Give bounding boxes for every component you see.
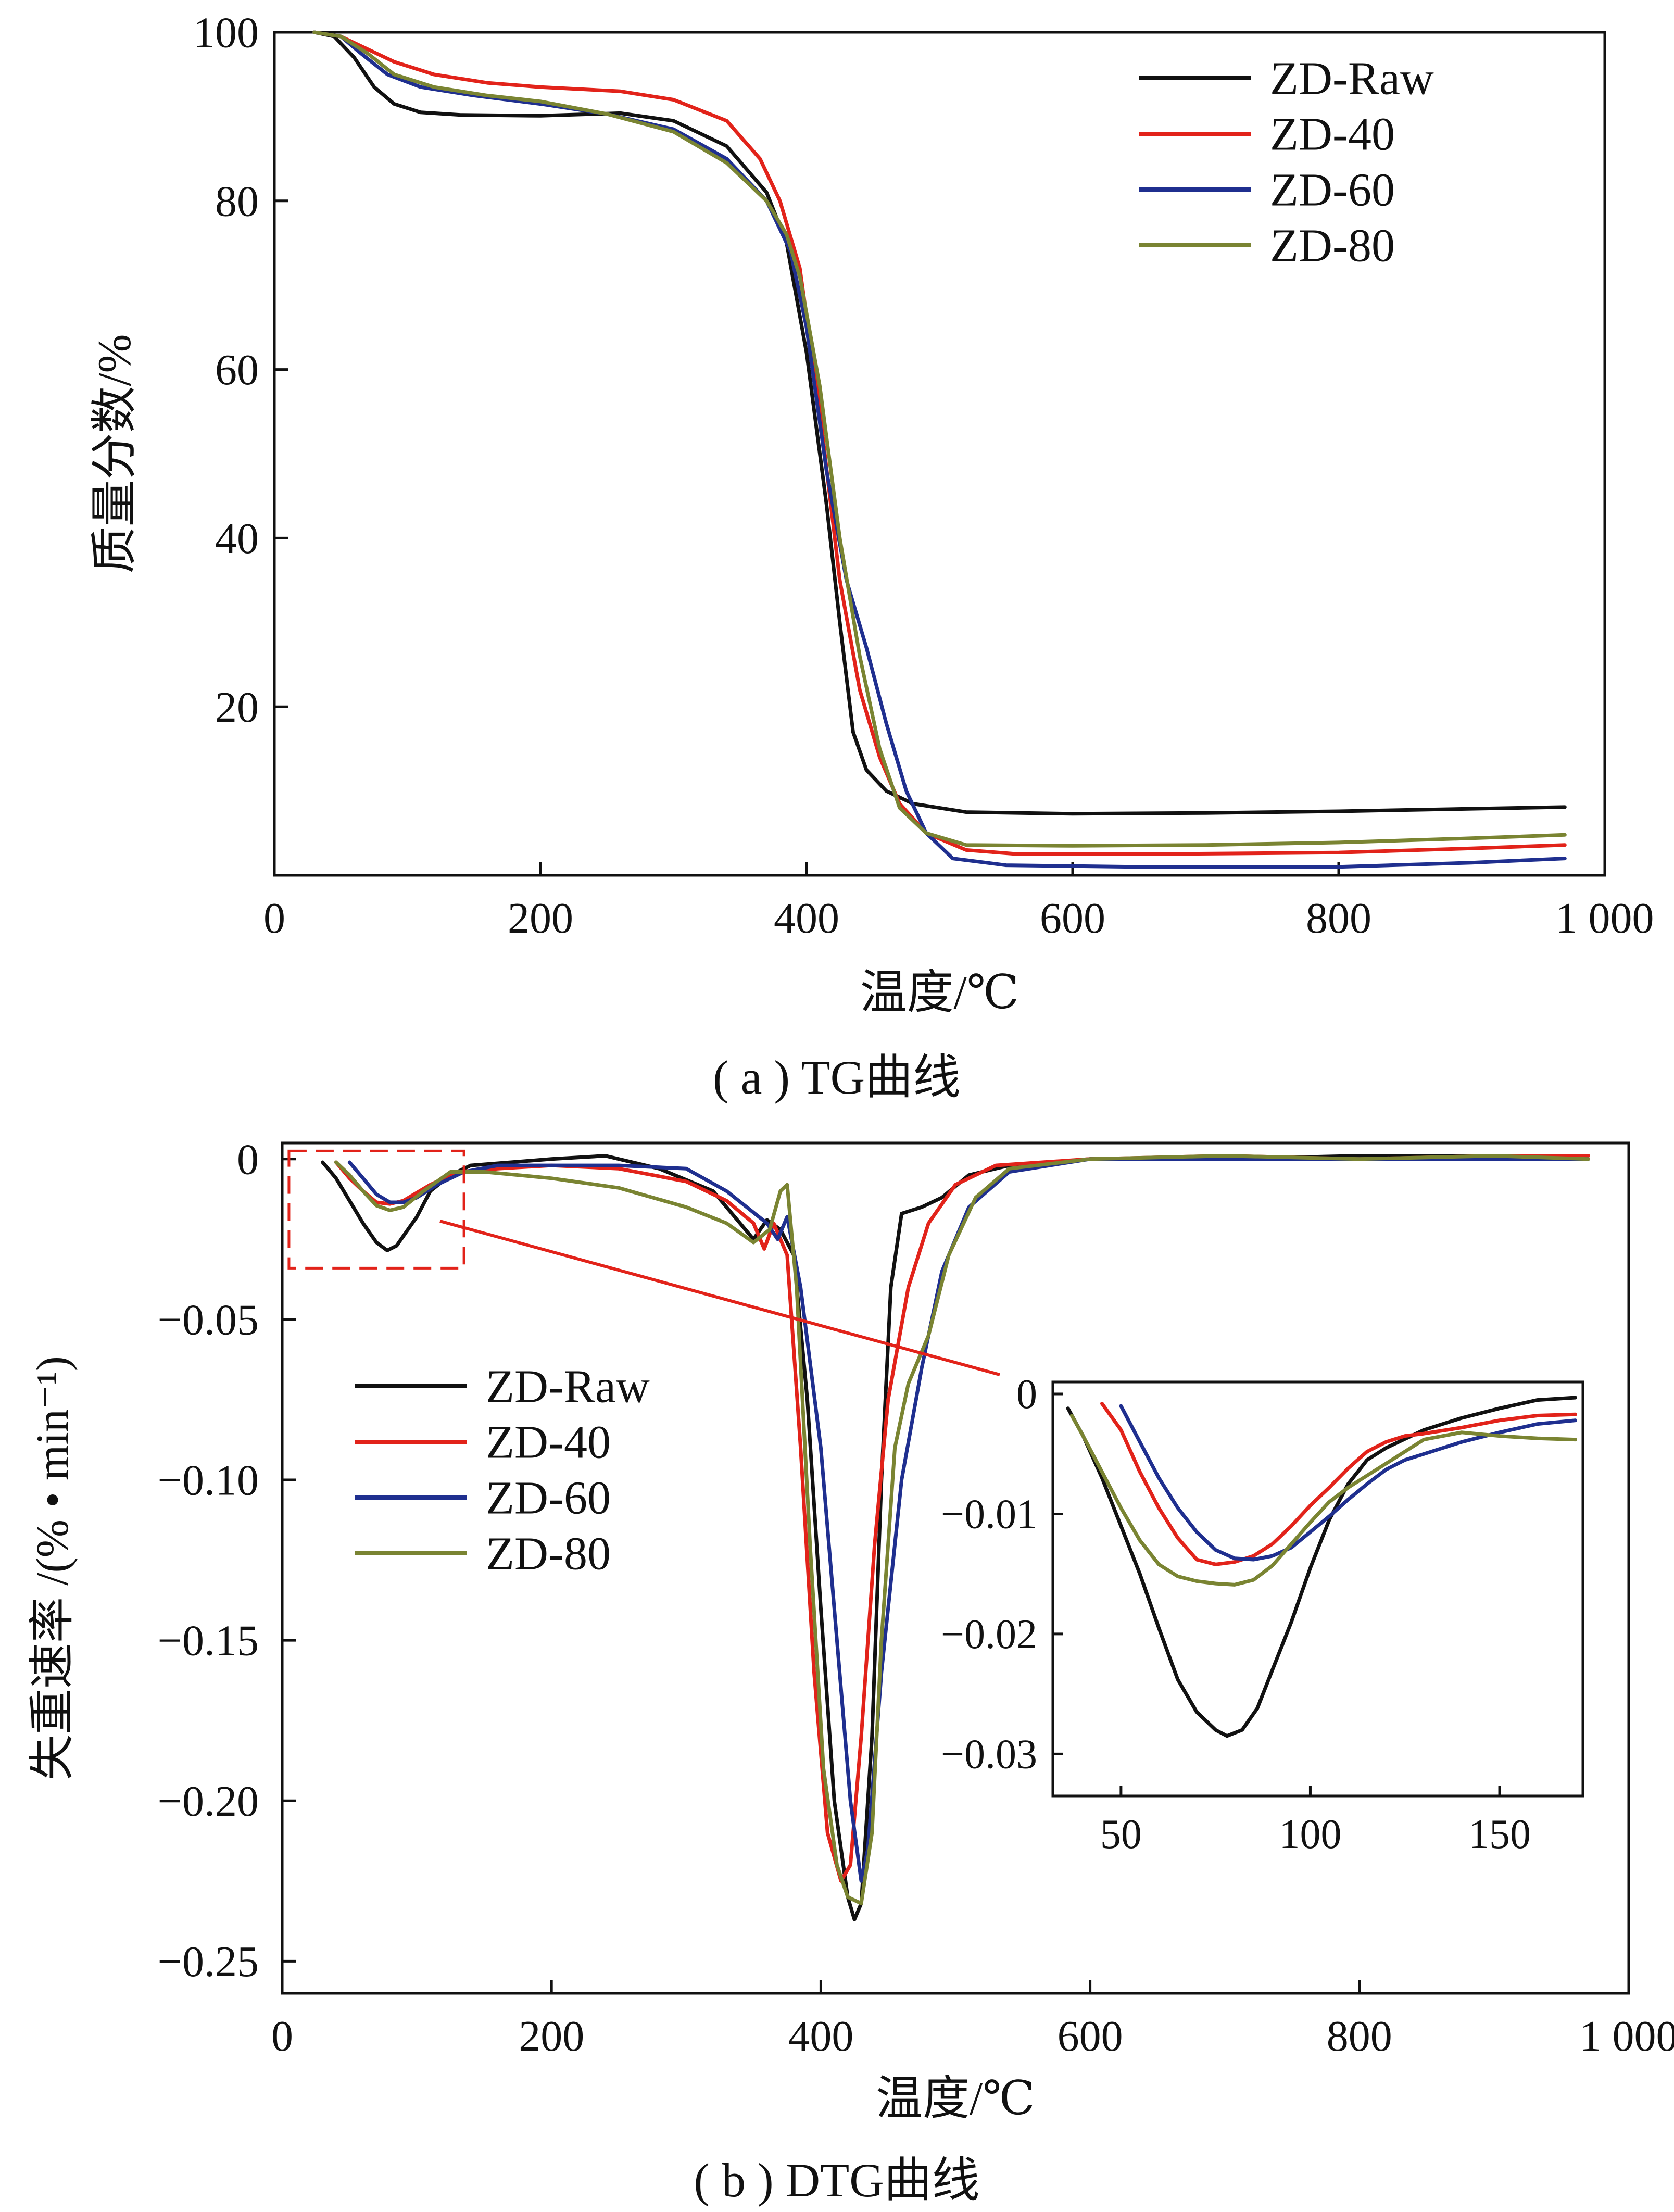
tg-legend-label: ZD-40 <box>1270 109 1395 160</box>
tg-x-tick-label: 400 <box>774 894 839 942</box>
dtg-inset-y-tick-label: −0.02 <box>941 1612 1037 1657</box>
dtg-y-tick-label: −0.20 <box>158 1777 259 1826</box>
dtg-zoom-connector <box>440 1221 1000 1375</box>
tg-caption: ( a ) TG曲线 <box>713 1051 961 1104</box>
tg-x-tick-label: 200 <box>508 894 573 942</box>
dtg-y-tick-label: −0.25 <box>158 1938 259 1986</box>
tg-y-tick-label: 60 <box>215 346 259 394</box>
dtg-caption: ( b ) DTG曲线 <box>694 2154 979 2207</box>
dtg-x-axis-label: 温度/℃ <box>876 2073 1035 2125</box>
dtg-y-tick-label: −0.05 <box>158 1296 259 1344</box>
dtg-y-axis-label: 失重速率 /(% • min⁻¹) <box>28 1356 78 1780</box>
dtg-x-tick-label: 400 <box>788 2012 853 2060</box>
dtg-legend-label: ZD-40 <box>486 1417 611 1468</box>
tg-plot-frame <box>274 32 1605 875</box>
tg-y-tick-label: 40 <box>215 514 259 563</box>
dtg-inset-y-tick-label: −0.03 <box>941 1732 1037 1778</box>
dtg-inset-x-tick-label: 50 <box>1100 1812 1142 1857</box>
dtg-legend-label: ZD-80 <box>486 1528 611 1580</box>
dtg-inset-y-tick-label: 0 <box>1016 1372 1037 1417</box>
dtg-x-tick-label: 800 <box>1327 2012 1392 2060</box>
dtg-y-tick-label: −0.15 <box>158 1617 259 1665</box>
dtg-inset-background <box>1053 1382 1583 1796</box>
tg-y-tick-label: 80 <box>215 177 259 225</box>
tg-y-tick-label: 100 <box>193 9 259 57</box>
dtg-x-tick-label: 200 <box>519 2012 584 2060</box>
tg-legend-label: ZD-80 <box>1270 220 1395 272</box>
figure: 0 200 400 600 800 1 00020406080100ZD-RawZD-40… <box>0 0 1674 2212</box>
dtg-legend-label: ZD-Raw <box>486 1361 650 1413</box>
dtg-x-tick-label: 1 000 <box>1580 2012 1674 2060</box>
tg-x-tick-label: 0 <box>263 894 285 942</box>
tg-legend-label: ZD-60 <box>1270 165 1395 216</box>
tg-y-axis-label: 质量分数/% <box>89 334 141 574</box>
tg-panel: 0 200 400 600 800 1 000 20 40 60 80 100 ZD-RawZD-40… <box>89 9 1654 1104</box>
tg-y-tick-label: 20 <box>215 683 259 732</box>
dtg-zoom-region-box <box>289 1151 464 1268</box>
dtg-inset-x-tick-label: 100 <box>1279 1812 1341 1857</box>
tg-x-tick-label: 800 <box>1306 894 1371 942</box>
dtg-inset-x-tick-label: 150 <box>1468 1812 1531 1857</box>
dtg-x-tick-label: 0 <box>271 2012 293 2060</box>
tg-x-tick-label: 600 <box>1040 894 1105 942</box>
dtg-panel: 0 200 400 600 800 1 000 0 −0.05 −0.10 −0.15 −0.20 −… <box>28 1135 1674 2207</box>
dtg-inset: 50 100 150 0 −0.01 −0.02 −0.03 <box>941 1372 1583 1857</box>
dtg-x-tick-label: 600 <box>1058 2012 1123 2060</box>
dtg-legend-label: ZD-60 <box>486 1473 611 1524</box>
dtg-y-tick-label: 0 <box>237 1135 259 1184</box>
dtg-y-tick-label: −0.10 <box>158 1456 259 1505</box>
dtg-inset-y-tick-label: −0.01 <box>941 1492 1037 1538</box>
tg-x-tick-label: 1 000 <box>1556 894 1654 942</box>
tg-legend-label: ZD-Raw <box>1270 53 1434 105</box>
tg-x-axis-label: 温度/℃ <box>860 967 1019 1019</box>
